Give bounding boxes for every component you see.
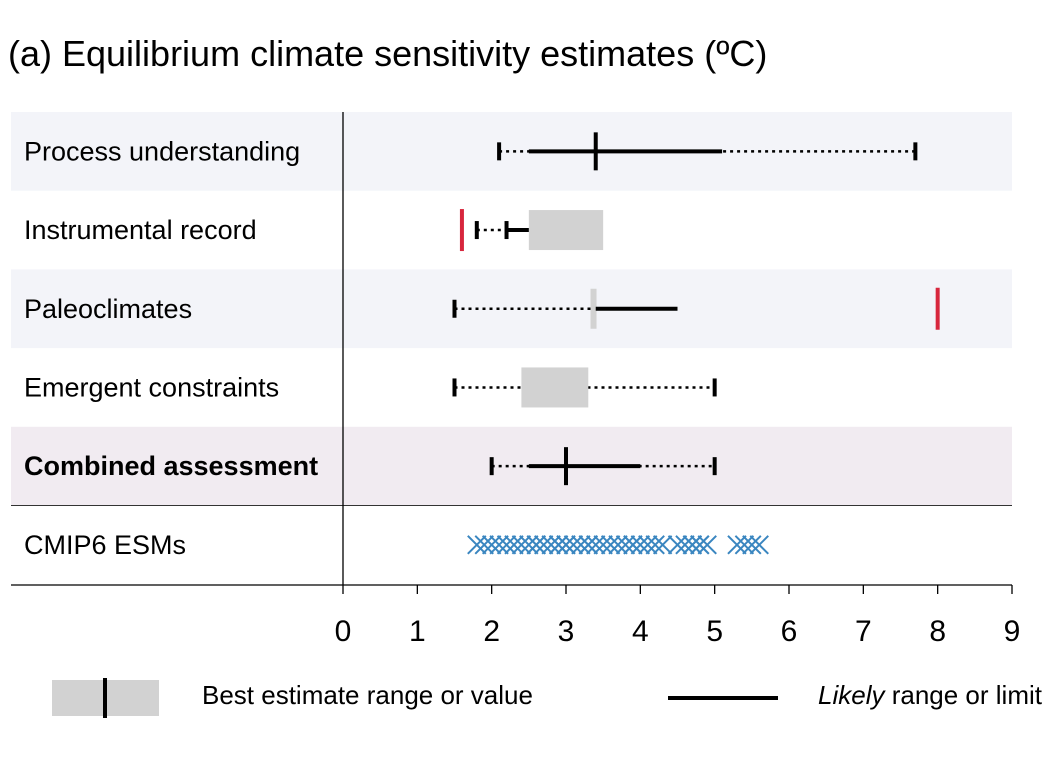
row-label-combined-assessment: Combined assessment	[24, 451, 318, 481]
x-tick-label-8: 8	[929, 615, 946, 648]
x-tick-label-3: 3	[558, 615, 575, 648]
model-marker-11	[541, 535, 561, 555]
model-marker-21	[593, 535, 613, 555]
model-marker-7	[519, 535, 539, 555]
model-marker-31	[667, 535, 688, 555]
row-label-process-understanding: Process understanding	[24, 136, 300, 166]
model-marker-16	[563, 535, 584, 555]
model-marker-1	[474, 535, 494, 555]
model-marker-19	[578, 535, 599, 555]
best-estimate-range-paleoclimates	[590, 288, 597, 329]
model-marker-28	[638, 535, 658, 555]
model-marker-38	[727, 535, 747, 555]
legend-likely-rest: range or limit	[884, 680, 1042, 710]
model-marker-5	[504, 535, 524, 555]
x-tick-label-6: 6	[781, 615, 798, 648]
model-marker-10	[533, 535, 554, 555]
best-estimate-range-instrumental-record	[528, 210, 604, 251]
x-tick-label-5: 5	[706, 615, 723, 648]
chart-title: (a) Equilibrium climate sensitivity esti…	[8, 33, 767, 74]
model-marker-36	[690, 535, 710, 555]
model-marker-20	[586, 535, 606, 555]
model-marker-0	[467, 535, 487, 555]
model-marker-37	[697, 535, 717, 555]
model-marker-17	[571, 535, 591, 555]
model-marker-27	[630, 535, 651, 555]
x-tick-label-7: 7	[855, 615, 872, 648]
model-marker-24	[615, 535, 636, 555]
x-tick-label-4: 4	[632, 615, 649, 648]
legend-best-label: Best estimate range or value	[202, 680, 533, 710]
model-marker-6	[511, 535, 532, 555]
model-marker-26	[623, 535, 643, 555]
x-tick-label-0: 0	[335, 615, 352, 648]
model-marker-9	[526, 535, 546, 555]
model-marker-3	[489, 535, 509, 555]
x-tick-label-1: 1	[409, 615, 426, 648]
row-labels: Process understanding Instrumental record…	[24, 136, 318, 559]
model-marker-41	[749, 535, 769, 555]
x-tick-label-9: 9	[1004, 615, 1021, 648]
model-marker-34	[682, 535, 703, 555]
model-marker-13	[548, 535, 569, 555]
row-bg-combined-assessment	[11, 426, 1012, 506]
model-marker-2	[481, 535, 502, 555]
model-marker-29	[645, 535, 665, 555]
chart-marks	[452, 132, 940, 555]
row-label-instrumental-record: Instrumental record	[24, 215, 257, 245]
model-marker-22	[600, 535, 621, 555]
model-marker-40	[742, 535, 762, 555]
row-label-paleoclimates: Paleoclimates	[24, 294, 192, 324]
model-marker-15	[556, 535, 576, 555]
row-bg-process-understanding	[11, 112, 1012, 191]
row-label-cmip6-esms: CMIP6 ESMs	[24, 530, 186, 560]
legend-likely-italic: Likely	[818, 680, 886, 710]
legend: Best estimate range or value Likely rang…	[52, 678, 1043, 718]
row-label-emergent-constraints: Emergent constraints	[24, 372, 279, 402]
model-marker-4	[496, 535, 517, 555]
x-tick-label-2: 2	[483, 615, 500, 648]
best-estimate-range-emergent-constraints	[521, 367, 589, 408]
model-marker-32	[675, 535, 695, 555]
x-axis: 0 1 2 3 4 5 6 7 8 9	[11, 112, 1020, 648]
model-marker-30	[652, 535, 673, 555]
model-marker-39	[734, 535, 755, 555]
legend-likely-label: Likely range or limit	[818, 680, 1043, 710]
model-marker-23	[608, 535, 628, 555]
